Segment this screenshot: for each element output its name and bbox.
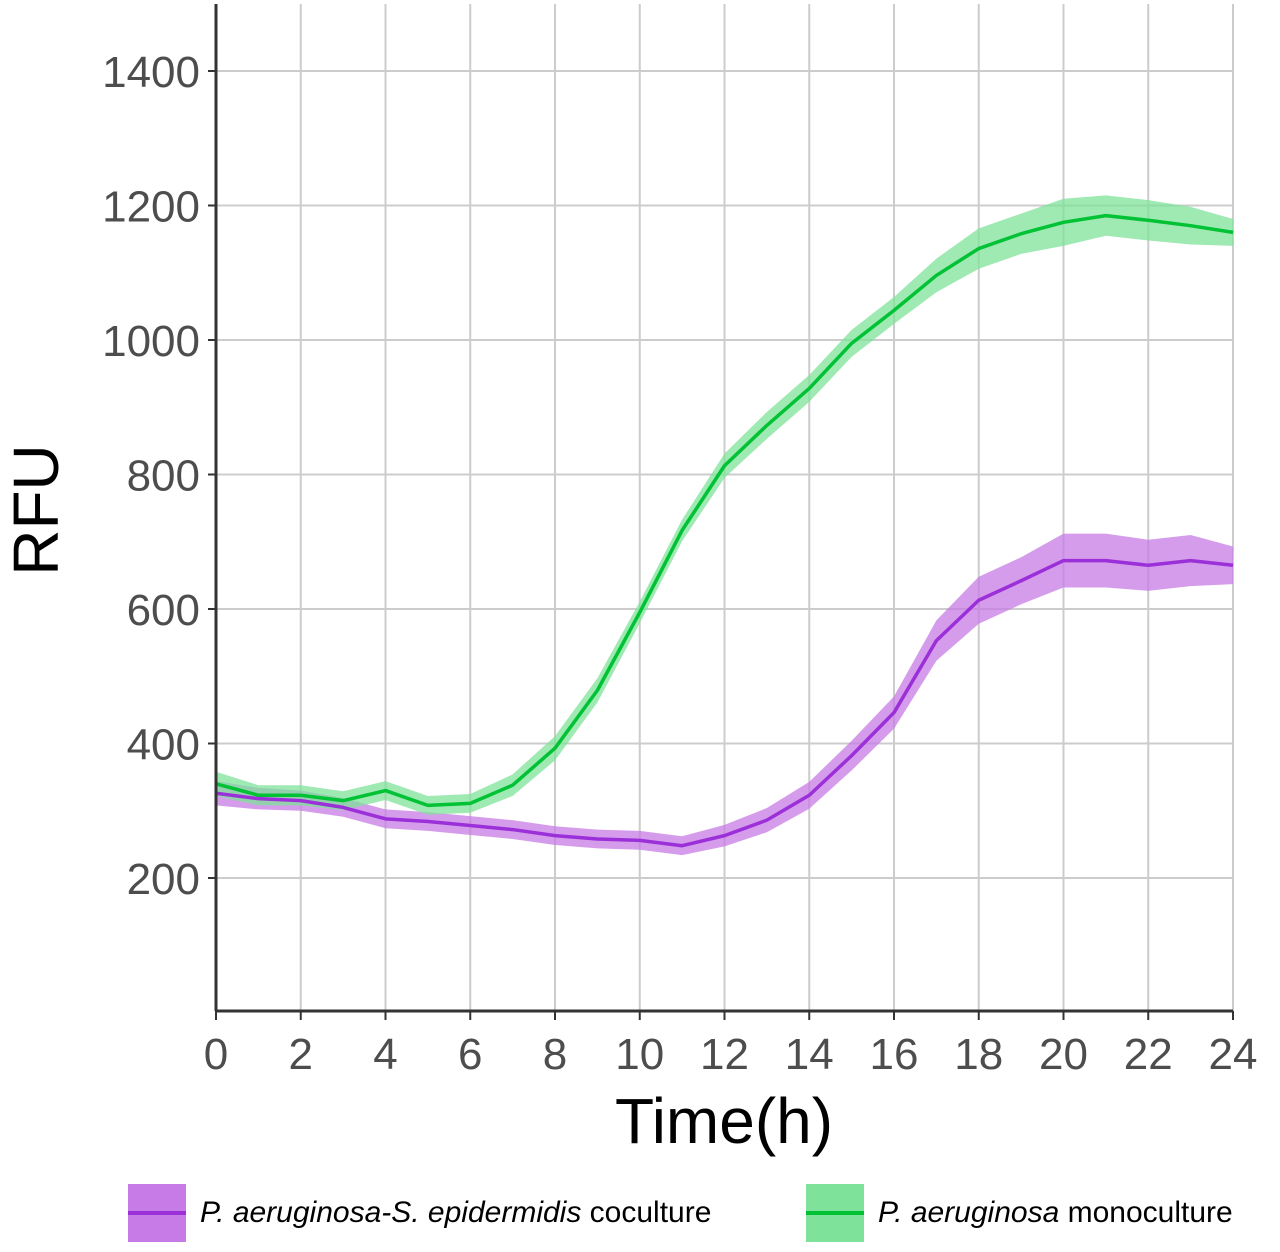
x-tick-label: 16 — [870, 1030, 919, 1079]
x-tick-label: 12 — [700, 1030, 749, 1079]
confidence-bands — [216, 195, 1233, 856]
legend-item-monoculture: P. aeruginosa monoculture — [806, 1182, 1233, 1244]
series-line-0 — [215, 558, 1234, 848]
y-tick-label: 800 — [127, 452, 200, 501]
band-0 — [216, 533, 1233, 856]
x-tick-label: 20 — [1039, 1030, 1088, 1079]
x-tick-label: 8 — [543, 1030, 567, 1079]
series-line-1 — [215, 213, 1234, 808]
legend-label-monoculture: P. aeruginosa monoculture — [878, 1196, 1233, 1229]
x-tick-label: 24 — [1209, 1030, 1258, 1079]
y-tick-label: 400 — [127, 721, 200, 770]
legend-key-monoculture — [806, 1184, 864, 1242]
y-tick-label: 1400 — [102, 48, 200, 97]
y-axis-title: RFU — [0, 444, 72, 576]
x-tick-label: 4 — [373, 1030, 397, 1079]
data-lines — [215, 213, 1234, 848]
y-tick-label: 600 — [127, 586, 200, 635]
y-tick-label: 1200 — [102, 183, 200, 232]
y-tick-label: 200 — [127, 855, 200, 904]
x-tick-label: 0 — [204, 1030, 228, 1079]
legend-label-coculture: P. aeruginosa-S. epidermidis coculture — [200, 1196, 712, 1229]
gridlines — [215, 4, 1234, 1011]
legend-key-coculture — [128, 1184, 186, 1242]
y-tick-label: 1000 — [102, 317, 200, 366]
legend-item-coculture: P. aeruginosa-S. epidermidis coculture — [128, 1182, 711, 1244]
x-tick-label: 18 — [954, 1030, 1003, 1079]
x-tick-label: 22 — [1124, 1030, 1173, 1079]
x-tick-label: 6 — [458, 1030, 482, 1079]
x-tick-label: 2 — [289, 1030, 313, 1079]
legend: P. aeruginosa-S. epidermidis coculture P… — [0, 1182, 1280, 1246]
x-tick-label: 10 — [615, 1030, 664, 1079]
axes — [208, 4, 1234, 1020]
x-tick-label: 14 — [785, 1030, 834, 1079]
x-axis-title: Time(h) — [615, 1085, 833, 1157]
